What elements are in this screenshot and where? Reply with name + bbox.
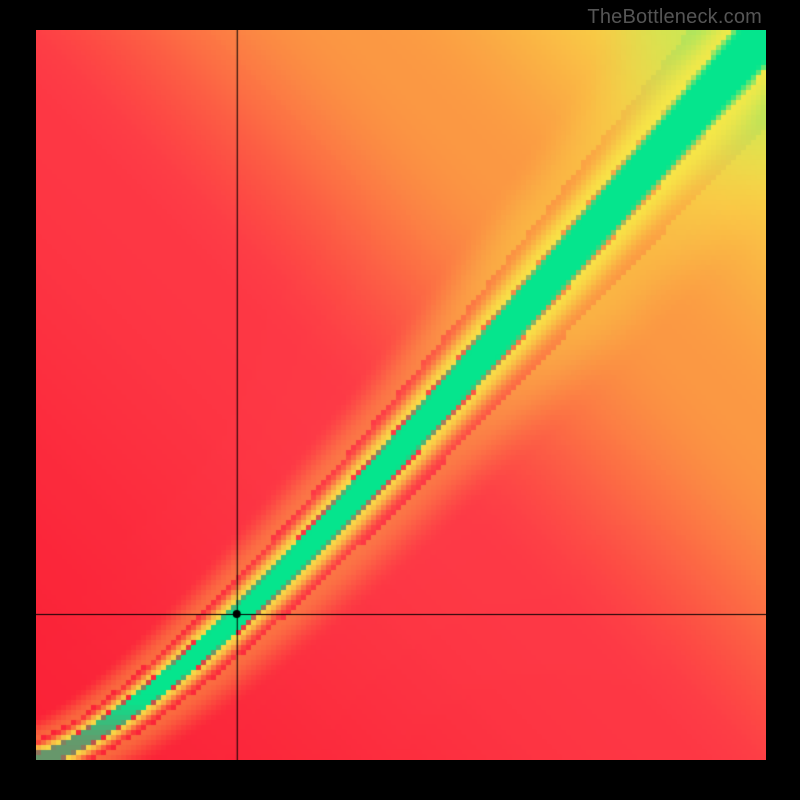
watermark-text: TheBottleneck.com: [587, 6, 762, 29]
heatmap-plot: [36, 30, 766, 760]
heatmap-canvas: [36, 30, 766, 760]
